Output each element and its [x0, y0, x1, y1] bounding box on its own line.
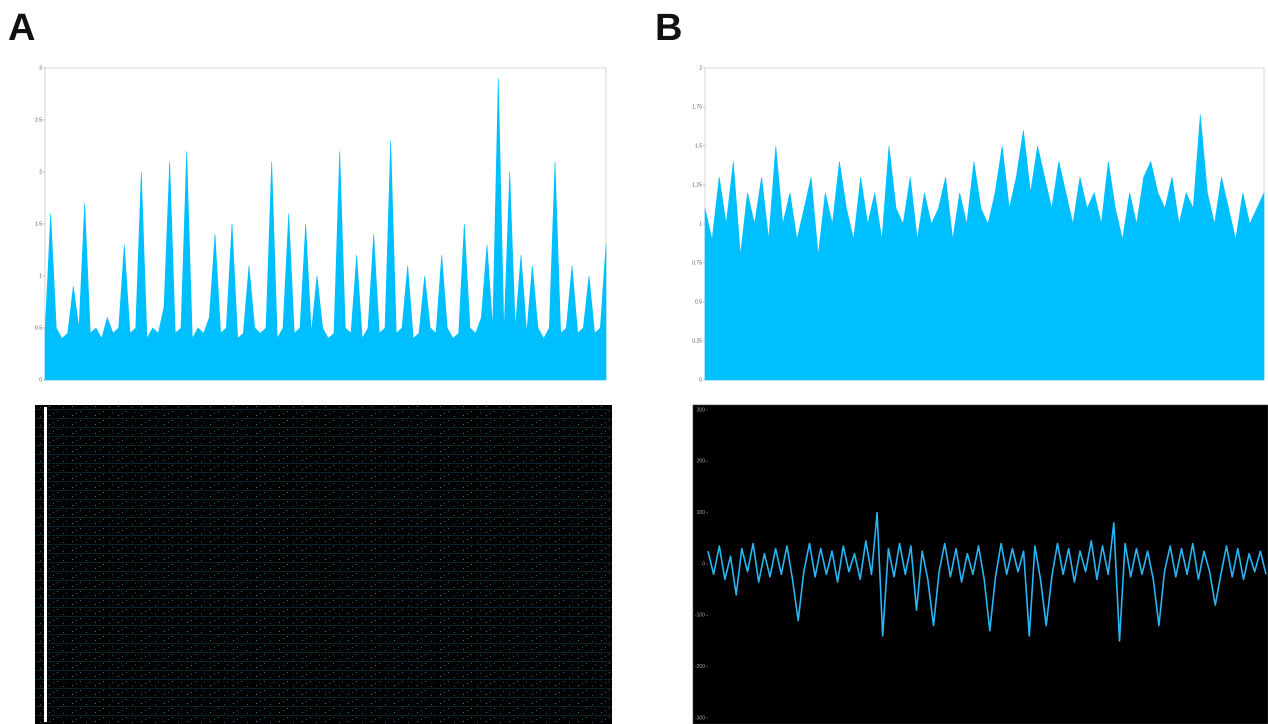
- y-tick-label: 0.75: [692, 260, 702, 266]
- y-tick-label: -300: [695, 715, 705, 721]
- panel-label: B: [655, 7, 682, 49]
- y-tick-label: -100: [695, 613, 705, 619]
- y-tick-label: 3: [39, 65, 42, 71]
- y-tick-label: 1: [699, 221, 702, 227]
- panel-label: A: [8, 7, 35, 49]
- y-tick-label: 300: [697, 407, 706, 413]
- y-tick-label: 1.25: [692, 182, 702, 188]
- plot-background: [692, 404, 1268, 724]
- y-tick-label: -200: [695, 664, 705, 670]
- y-tick-label: 100: [697, 510, 706, 516]
- y-tick-label: 0: [699, 377, 702, 383]
- y-tick-label: 0.25: [692, 338, 702, 344]
- y-tick-label: 0.5: [695, 299, 702, 305]
- y-tick-label: 1: [39, 273, 42, 279]
- area: [704, 114, 1265, 381]
- area: [44, 78, 607, 381]
- y-tick-label: 2.5: [35, 117, 42, 123]
- y-tick-label: 2: [699, 65, 702, 71]
- raster-axis: [44, 407, 47, 722]
- y-tick-label: 0: [702, 561, 705, 567]
- y-tick-label: 1.5: [695, 143, 702, 149]
- y-tick-label: 200: [697, 459, 706, 465]
- y-tick-label: 1.75: [692, 104, 702, 110]
- y-tick-label: 2: [39, 169, 42, 175]
- trace: [707, 511, 1267, 642]
- y-tick-label: 0: [39, 377, 42, 383]
- y-tick-label: 0.5: [35, 325, 42, 331]
- raster-panel: [35, 405, 612, 724]
- y-tick-label: 1.5: [35, 221, 42, 227]
